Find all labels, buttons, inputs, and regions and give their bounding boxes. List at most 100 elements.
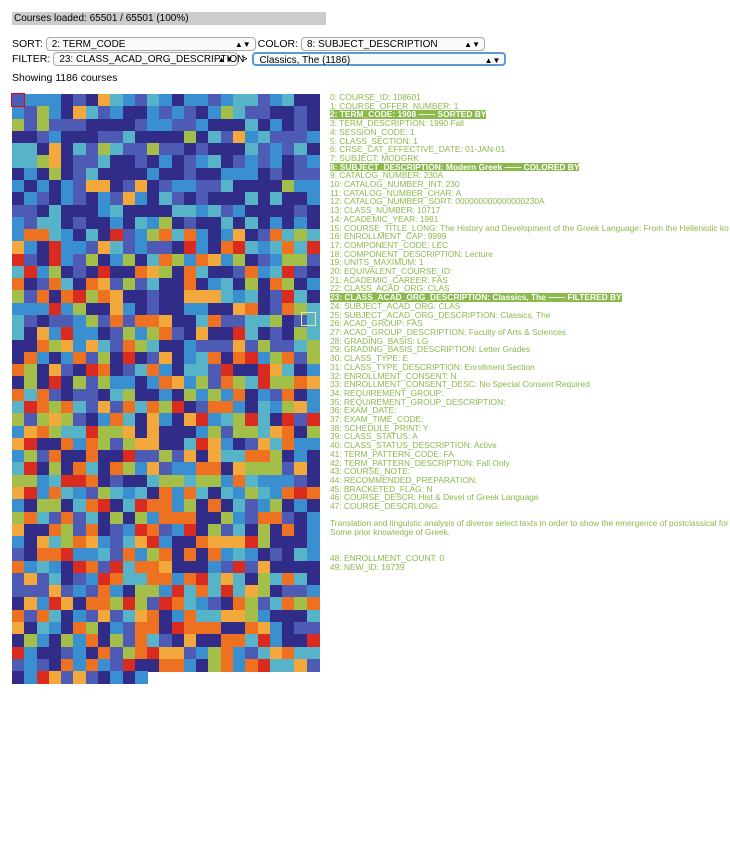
course-cell[interactable] — [147, 511, 161, 525]
course-cell[interactable] — [183, 339, 197, 353]
course-cell[interactable] — [147, 585, 161, 599]
course-cell[interactable] — [36, 278, 50, 292]
course-cell[interactable] — [269, 167, 283, 181]
course-cell[interactable] — [294, 253, 308, 267]
course-cell[interactable] — [122, 609, 136, 623]
course-cell[interactable] — [61, 560, 75, 574]
course-cell[interactable] — [12, 523, 25, 537]
course-cell[interactable] — [122, 597, 136, 611]
course-cell[interactable] — [245, 401, 259, 414]
course-cell[interactable] — [48, 536, 62, 550]
course-cell[interactable] — [24, 437, 38, 451]
course-cell[interactable] — [73, 265, 87, 279]
course-cell[interactable] — [147, 609, 161, 623]
course-cell[interactable] — [245, 437, 259, 451]
course-cell[interactable] — [233, 413, 247, 427]
course-cell[interactable] — [147, 364, 161, 378]
course-cell[interactable] — [110, 388, 124, 402]
course-cell[interactable] — [257, 572, 271, 586]
course-cell[interactable] — [269, 523, 283, 537]
course-cell[interactable] — [282, 290, 296, 304]
course-cell[interactable] — [61, 499, 75, 513]
course-cell[interactable] — [282, 130, 296, 144]
course-cell[interactable] — [122, 118, 136, 132]
course-cell[interactable] — [122, 585, 136, 599]
course-cell[interactable] — [122, 351, 136, 365]
course-cell[interactable] — [48, 130, 62, 144]
course-cell[interactable] — [294, 204, 308, 218]
course-cell[interactable] — [110, 229, 124, 243]
course-cell[interactable] — [61, 609, 75, 623]
course-cell[interactable] — [208, 229, 222, 243]
course-cell[interactable] — [208, 302, 222, 316]
course-cell[interactable] — [48, 265, 62, 279]
course-cell[interactable] — [196, 585, 210, 599]
course-cell[interactable] — [269, 192, 283, 206]
course-cell[interactable] — [159, 315, 173, 329]
course-cell[interactable] — [257, 523, 271, 537]
course-cell[interactable] — [171, 192, 185, 206]
course-cell[interactable] — [171, 548, 185, 562]
course-cell[interactable] — [208, 167, 222, 181]
course-cell[interactable] — [61, 671, 75, 685]
course-cell[interactable] — [282, 155, 296, 169]
course-cell[interactable] — [85, 241, 99, 255]
course-cell[interactable] — [208, 560, 222, 574]
course-cell[interactable] — [233, 486, 247, 500]
course-cell[interactable] — [159, 204, 173, 218]
course-cell[interactable] — [257, 622, 271, 636]
course-cell[interactable] — [12, 167, 25, 181]
course-cell[interactable] — [97, 241, 111, 255]
course-cell[interactable] — [294, 130, 308, 144]
course-cell[interactable] — [257, 130, 271, 144]
course-cell[interactable] — [269, 204, 283, 218]
course-cell[interactable] — [233, 351, 247, 365]
course-cell[interactable] — [196, 179, 210, 193]
course-cell[interactable] — [85, 216, 99, 230]
course-cell[interactable] — [257, 609, 271, 623]
course-cell[interactable] — [122, 376, 136, 390]
course-cell[interactable] — [97, 179, 111, 193]
course-cell[interactable] — [134, 634, 148, 648]
course-cell[interactable] — [183, 622, 197, 636]
course-cell[interactable] — [220, 253, 234, 267]
course-cell[interactable] — [12, 548, 25, 562]
course-cell[interactable] — [122, 253, 136, 267]
course-cell[interactable] — [73, 671, 87, 685]
course-cell[interactable] — [245, 499, 259, 513]
course-cell[interactable] — [61, 462, 75, 476]
course-cell[interactable] — [134, 401, 148, 414]
course-cell[interactable] — [12, 671, 25, 685]
course-cell[interactable] — [220, 302, 234, 316]
course-cell[interactable] — [24, 474, 38, 488]
course-cell[interactable] — [208, 179, 222, 193]
course-cell[interactable] — [245, 155, 259, 169]
course-cell[interactable] — [36, 118, 50, 132]
course-cell[interactable] — [257, 646, 271, 660]
course-cell[interactable] — [282, 486, 296, 500]
course-cell[interactable] — [159, 474, 173, 488]
course-cell[interactable] — [171, 118, 185, 132]
course-cell[interactable] — [24, 401, 38, 414]
course-cell[interactable] — [220, 401, 234, 414]
course-cell[interactable] — [257, 548, 271, 562]
course-cell[interactable] — [48, 597, 62, 611]
course-cell[interactable] — [97, 437, 111, 451]
course-cell[interactable] — [257, 511, 271, 525]
course-cell[interactable] — [294, 143, 308, 157]
course-cell[interactable] — [61, 327, 75, 341]
course-cell[interactable] — [73, 179, 87, 193]
course-cell[interactable] — [122, 143, 136, 157]
course-cell[interactable] — [159, 339, 173, 353]
course-cell[interactable] — [171, 241, 185, 255]
course-cell[interactable] — [147, 401, 161, 414]
course-cell[interactable] — [208, 401, 222, 414]
course-cell[interactable] — [73, 327, 87, 341]
course-cell[interactable] — [85, 179, 99, 193]
course-cell[interactable] — [196, 646, 210, 660]
course-cell[interactable] — [73, 253, 87, 267]
course-cell[interactable] — [245, 486, 259, 500]
course-cell[interactable] — [257, 597, 271, 611]
course-cell[interactable] — [183, 658, 197, 672]
course-cell[interactable] — [110, 167, 124, 181]
